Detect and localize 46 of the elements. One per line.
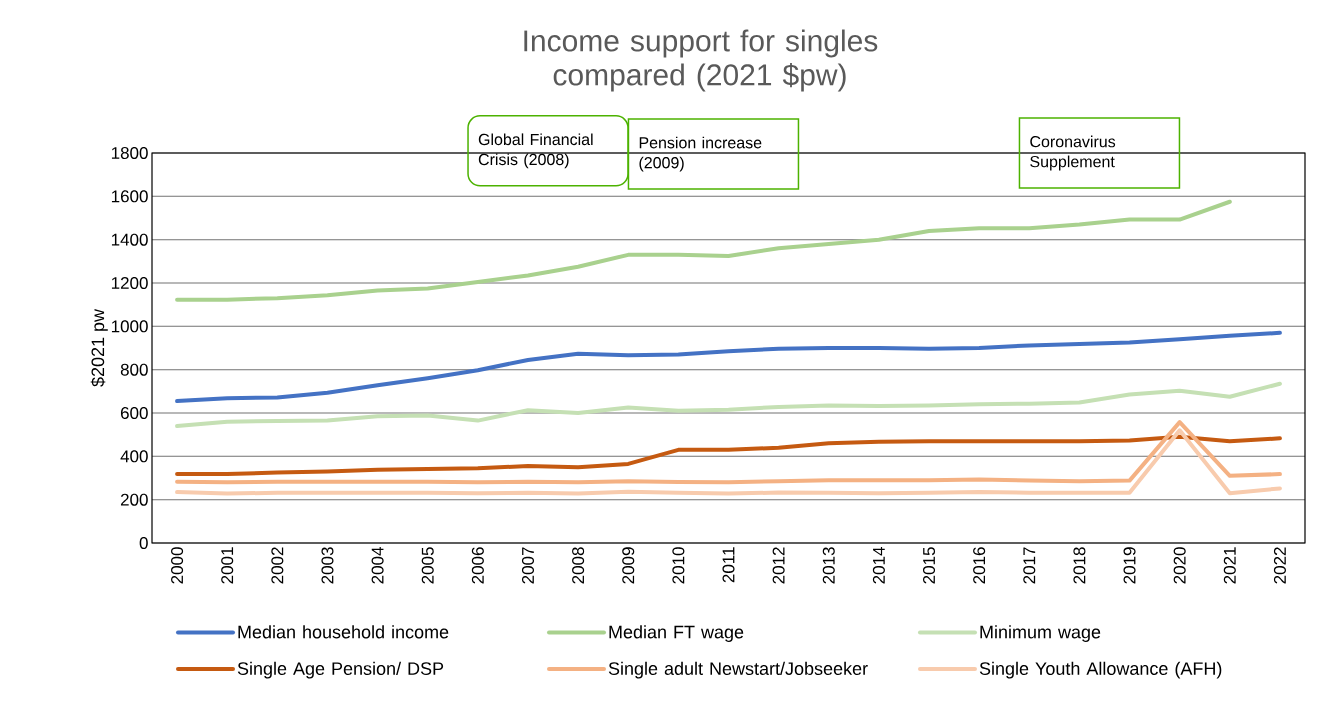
x-tick-label: 2009 (622, 547, 635, 584)
x-tick-label: 2005 (421, 547, 434, 584)
y-tick-label: 1600 (111, 190, 148, 203)
legend-label: Median FT wage (609, 625, 744, 642)
y-tick-label: 800 (120, 363, 148, 376)
line-series (175, 330, 1282, 404)
legend-label: Single Youth Allowance (AFH) (979, 661, 1222, 679)
y-tick-label: 1400 (111, 233, 148, 246)
y-tick-label: 600 (120, 406, 148, 420)
x-tick-label: 2012 (772, 547, 785, 584)
x-tick-label: 2017 (1023, 547, 1036, 584)
x-tick-label: 2020 (1173, 547, 1186, 584)
y-tick-label: 0 (139, 536, 148, 550)
x-tick-label: 2021 (1223, 547, 1236, 584)
legend-label: Median household income (238, 625, 449, 639)
x-tick-label: 2007 (521, 547, 535, 584)
x-tick-label: 2022 (1273, 547, 1286, 584)
y-tick-label: 200 (120, 493, 148, 506)
x-tick-label: 2014 (872, 547, 885, 584)
annotation: Coronavirus Supplement (1030, 135, 1116, 171)
legend-label: Single adult Newstart/Jobseeker (608, 661, 868, 679)
x-tick-label: 2019 (1123, 547, 1136, 584)
y-axis-title: $2021 pw (90, 308, 108, 387)
y-tick-label: 400 (120, 450, 148, 463)
x-tick-label: 2008 (572, 547, 585, 584)
x-tick-label: 2018 (1073, 547, 1086, 584)
x-tick-label: 2002 (271, 547, 284, 584)
y-tick-label: 1000 (111, 320, 148, 333)
legend-label: Minimum wage (980, 625, 1101, 642)
x-tick-label: 2004 (371, 547, 384, 584)
annotation: Pension increase (2009) (639, 136, 762, 172)
line-series (175, 381, 1282, 428)
x-tick-label: 2001 (221, 547, 234, 584)
x-tick-label: 2016 (973, 547, 986, 584)
annotation: Global Financial Crisis (2008) (478, 133, 593, 169)
x-tick-label: 2015 (923, 547, 936, 584)
x-tick-label: 2010 (672, 547, 685, 584)
y-tick-label: 1200 (111, 276, 148, 290)
x-tick-label: 2011 (722, 547, 735, 583)
x-tick-label: 2003 (321, 547, 334, 584)
x-tick-label: 2013 (822, 547, 835, 584)
chart-title: Income support for singles compared (2021 $pw) (524, 29, 878, 92)
x-tick-label: 2006 (471, 547, 484, 584)
y-tick-label: 1800 (111, 146, 148, 160)
legend-label: Single Age Pension/ DSP (237, 661, 444, 679)
x-tick-label: 2000 (171, 547, 184, 584)
